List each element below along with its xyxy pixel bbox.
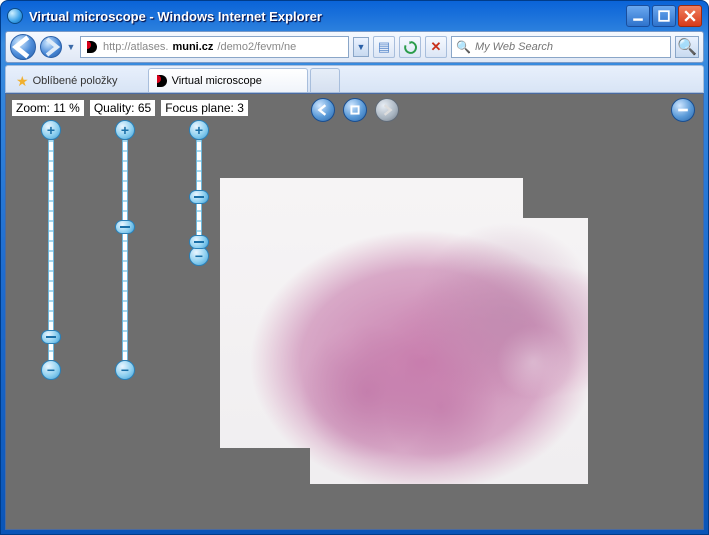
- quality-thumb[interactable]: [115, 220, 135, 234]
- nav-home-button[interactable]: [343, 98, 367, 122]
- search-input[interactable]: [475, 41, 666, 53]
- address-dropdown[interactable]: ▼: [353, 37, 369, 57]
- unloaded-tile: [523, 178, 588, 218]
- control-labels: Zoom: 11 % Quality: 65 Focus plane: 3: [12, 100, 248, 116]
- collapse-button[interactable]: [671, 98, 695, 122]
- search-box[interactable]: 🔍: [451, 36, 671, 58]
- focus-slider[interactable]: + −: [188, 120, 210, 266]
- zoom-minus-button[interactable]: −: [41, 360, 61, 380]
- window-title: Virtual microscope - Windows Internet Ex…: [29, 9, 322, 24]
- search-go-button[interactable]: 🔍: [675, 36, 699, 58]
- focus-plus-button[interactable]: +: [189, 120, 209, 140]
- new-tab-button[interactable]: [310, 68, 340, 92]
- nav-prev-button[interactable]: [311, 98, 335, 122]
- site-favicon: [85, 40, 99, 54]
- minimize-button[interactable]: [626, 5, 650, 27]
- star-icon: ★: [16, 73, 29, 90]
- quality-label: Quality: 65: [90, 100, 155, 116]
- tab-favicon: [157, 75, 167, 87]
- quality-track[interactable]: [122, 140, 128, 360]
- zoom-plus-button[interactable]: +: [41, 120, 61, 140]
- zoom-slider[interactable]: + −: [40, 120, 62, 380]
- focus-thumb[interactable]: [189, 235, 209, 249]
- tissue-render: [220, 178, 588, 484]
- refresh-button[interactable]: [399, 36, 421, 58]
- nav-toolbar: ▼ http://atlases. muni.cz/demo2/fevm/ne ▼…: [5, 31, 704, 63]
- ie-icon: [7, 8, 23, 24]
- page-viewport: Zoom: 11 % Quality: 65 Focus plane: 3 + …: [5, 93, 704, 530]
- favorites-label: Oblíbené položky: [33, 75, 118, 87]
- unloaded-tile: [220, 448, 310, 484]
- zoom-label: Zoom: 11 %: [12, 100, 84, 116]
- focus-thumb-mid[interactable]: [189, 190, 209, 204]
- focus-label: Focus plane: 3: [161, 100, 248, 116]
- nav-history-dropdown[interactable]: ▼: [66, 42, 76, 52]
- ie-window: Virtual microscope - Windows Internet Ex…: [0, 0, 709, 535]
- close-button[interactable]: [678, 5, 702, 27]
- url-prefix: http://atlases.: [103, 41, 168, 53]
- maximize-button[interactable]: [652, 5, 676, 27]
- back-button[interactable]: [10, 34, 36, 60]
- quality-minus-button[interactable]: −: [115, 360, 135, 380]
- quality-slider[interactable]: + −: [114, 120, 136, 380]
- tab-bar: ★ Oblíbené položky Virtual microscope: [5, 65, 704, 93]
- microscope-image[interactable]: [220, 178, 588, 484]
- tab-active[interactable]: Virtual microscope: [148, 68, 308, 92]
- address-bar[interactable]: http://atlases. muni.cz/demo2/fevm/ne: [80, 36, 349, 58]
- quality-plus-button[interactable]: +: [115, 120, 135, 140]
- view-nav-buttons: [311, 98, 399, 122]
- stop-button[interactable]: ✕: [425, 36, 447, 58]
- tab-label: Virtual microscope: [172, 75, 262, 87]
- focus-minus-button[interactable]: −: [189, 246, 209, 266]
- favorites-button[interactable]: ★ Oblíbené položky: [10, 70, 124, 92]
- nav-next-button[interactable]: [375, 98, 399, 122]
- url-host: muni.cz: [172, 41, 213, 53]
- url-suffix: /demo2/fevm/ne: [217, 41, 296, 53]
- titlebar: Virtual microscope - Windows Internet Ex…: [1, 1, 708, 31]
- url-input[interactable]: [300, 41, 344, 53]
- compat-button[interactable]: ▤: [373, 36, 395, 58]
- search-icon: 🔍: [456, 40, 471, 54]
- window-buttons: [626, 5, 702, 27]
- forward-button[interactable]: [40, 36, 62, 58]
- zoom-track[interactable]: [48, 140, 54, 360]
- zoom-thumb[interactable]: [41, 330, 61, 344]
